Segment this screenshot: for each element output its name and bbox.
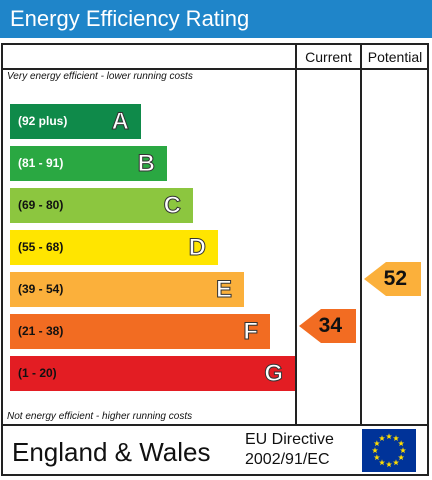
- column-header-current: Current: [305, 49, 352, 65]
- band-letter: A: [111, 108, 129, 136]
- band-d: (55 - 68) D: [10, 230, 218, 265]
- flag-star: [378, 435, 386, 441]
- flag-star: [378, 459, 386, 466]
- band-e: (39 - 54) E: [10, 272, 244, 307]
- band-letter: E: [215, 276, 232, 304]
- flag-star: [385, 433, 393, 440]
- band-letter: G: [264, 360, 284, 388]
- current-rating-value: 34: [318, 314, 342, 337]
- band-letter: C: [163, 192, 181, 220]
- band-letter: D: [188, 234, 206, 262]
- rating-frame: [1, 43, 429, 476]
- flag-star: [392, 435, 400, 441]
- band-range: (1 - 20): [18, 366, 57, 380]
- flag-star: [371, 447, 379, 454]
- band-a: (92 plus) A: [10, 104, 141, 139]
- column-divider-potential: [360, 43, 362, 425]
- directive-line-2: 2002/91/EC: [245, 451, 330, 468]
- region-label: England & Wales: [12, 437, 211, 467]
- footer-divider: [1, 424, 429, 426]
- note-bottom: Not energy efficient - higher running co…: [7, 411, 193, 422]
- flag-star: [373, 454, 380, 461]
- flag-star: [398, 454, 405, 461]
- band-range: (39 - 54): [18, 282, 64, 296]
- band-g: (1 - 20) G: [10, 356, 295, 391]
- directive-line-1: EU Directive: [245, 431, 334, 448]
- band-b: (81 - 91) B: [10, 146, 167, 181]
- band-letter: B: [137, 150, 155, 178]
- band-range: (69 - 80): [18, 198, 64, 212]
- note-top: Very energy efficient - lower running co…: [7, 71, 193, 82]
- flag-star: [392, 459, 400, 466]
- flag-star: [399, 447, 407, 454]
- potential-rating-value: 52: [383, 267, 407, 290]
- band-range: (55 - 68): [18, 240, 64, 254]
- flag-star: [373, 440, 380, 447]
- band-c: (69 - 80) C: [10, 188, 193, 223]
- flag-star: [385, 461, 393, 468]
- header-divider: [1, 68, 429, 70]
- band-f: (21 - 38) F: [10, 314, 270, 349]
- directive-label: EU Directive 2002/91/EC: [245, 430, 355, 470]
- band-range: (81 - 91): [18, 156, 64, 170]
- eu-flag-icon: [362, 429, 416, 472]
- band-range: (21 - 38): [18, 324, 64, 338]
- page-title: Energy Efficiency Rating: [0, 0, 432, 38]
- column-header-potential: Potential: [367, 49, 423, 65]
- flag-star: [398, 440, 405, 447]
- column-divider-current: [295, 43, 297, 425]
- band-letter: F: [243, 318, 259, 346]
- band-range: (92 plus): [18, 114, 68, 128]
